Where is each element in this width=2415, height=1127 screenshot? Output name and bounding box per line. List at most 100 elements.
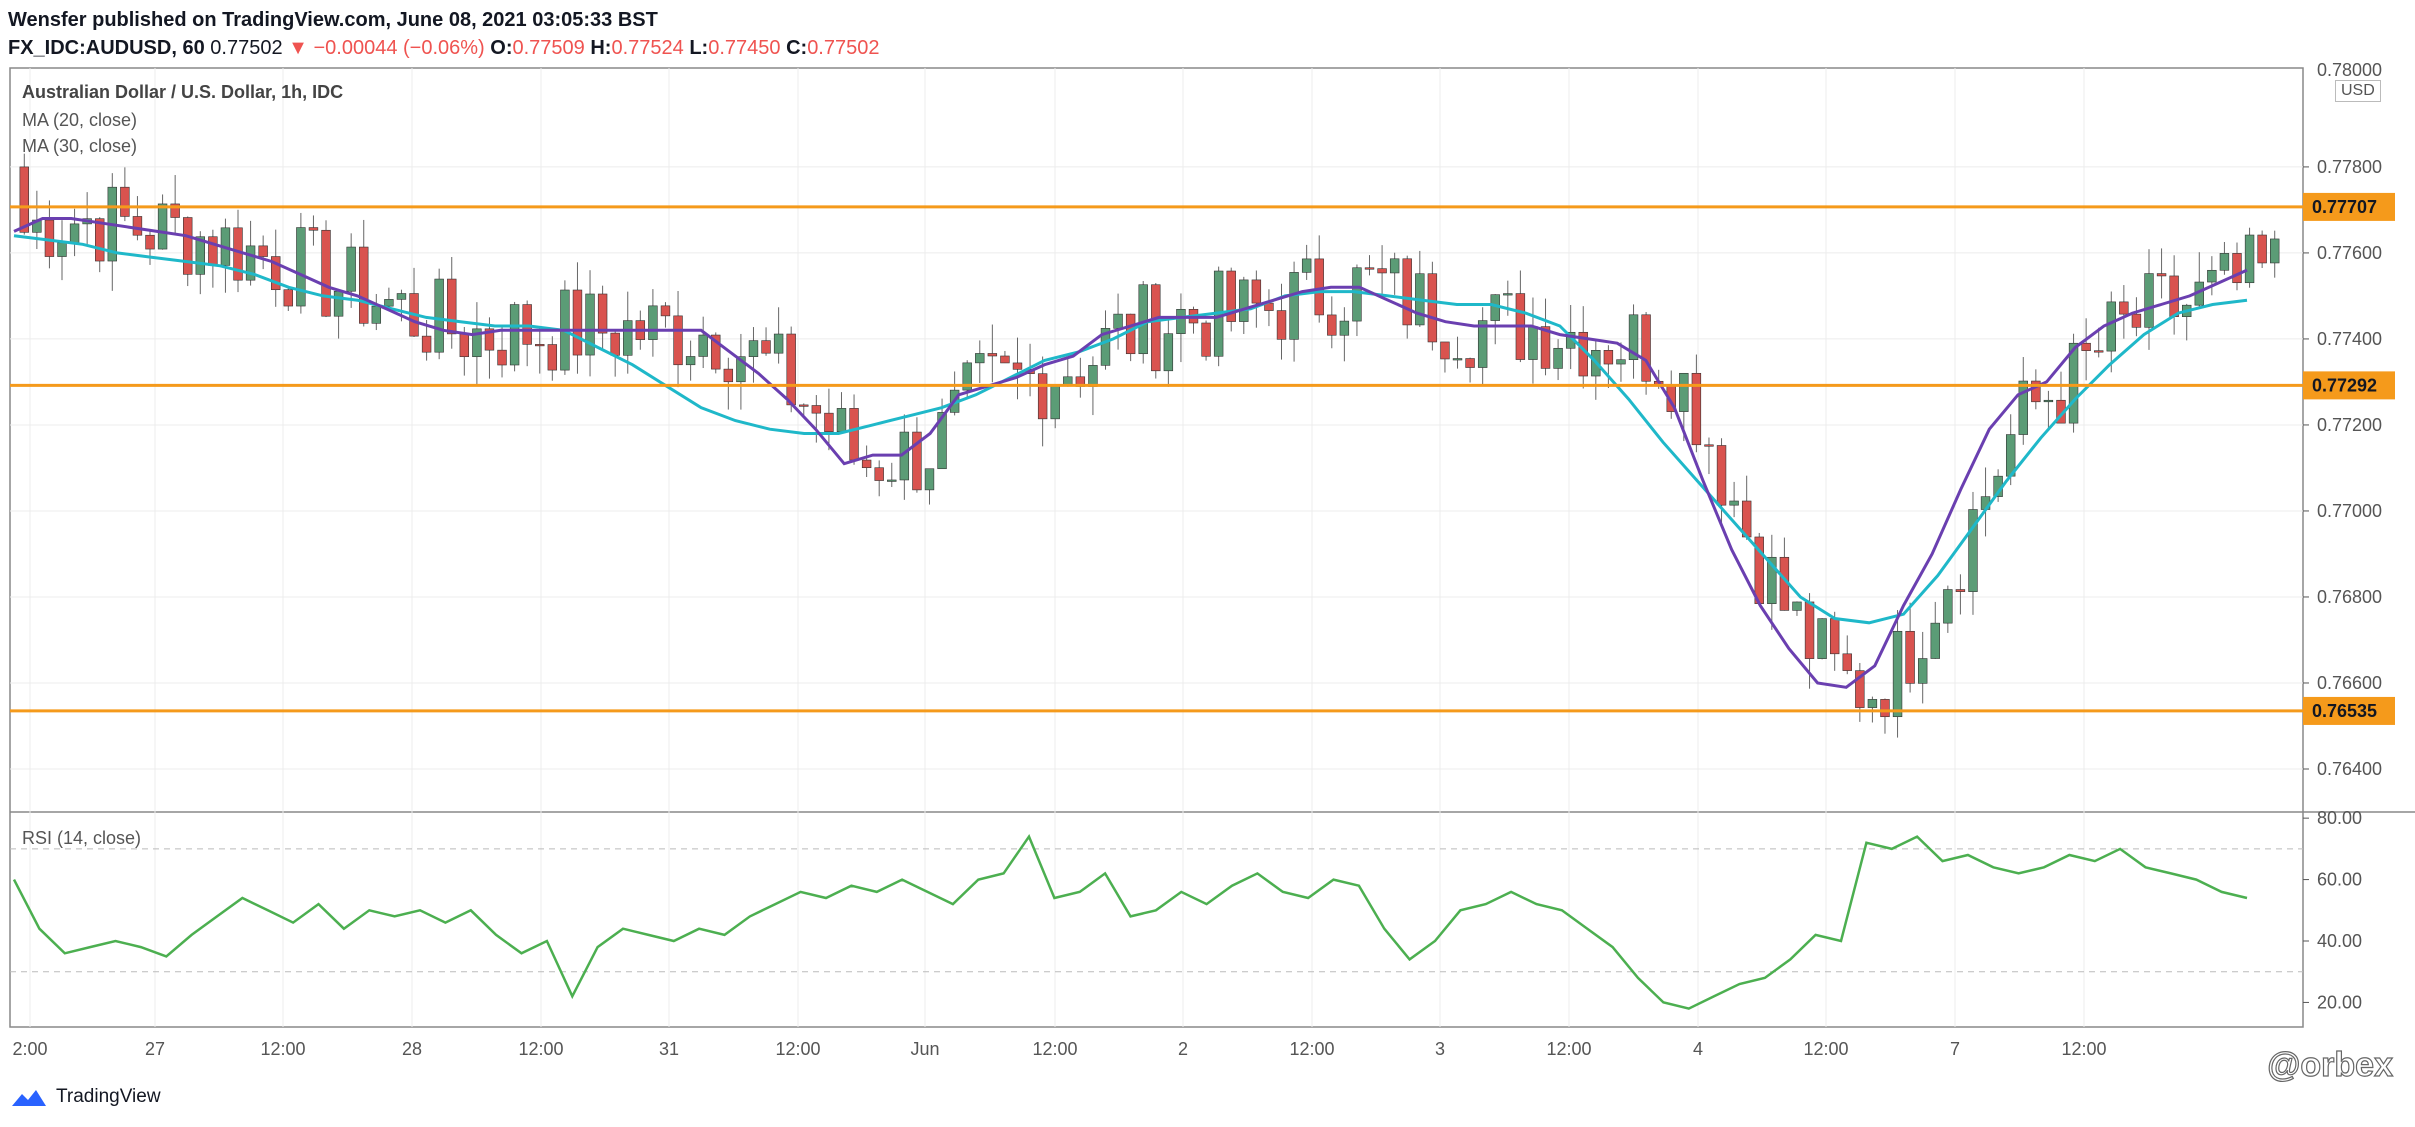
candle-body [924,468,935,491]
last-price: 0.77502 [210,37,283,59]
candle-body [1628,314,1639,360]
candle-body [1163,333,1174,372]
candle-body [1138,284,1148,355]
candle-body [2119,301,2129,315]
price-tick-label: 0.77800 [2317,157,2382,177]
candle-body [308,227,319,231]
tradingview-logo-icon [12,1090,46,1106]
candle-body [786,333,796,406]
time-tick-label: 12:00 [1032,1039,1077,1059]
candle-body [346,246,356,292]
tradingview-brand[interactable]: TradingView [10,1086,161,1108]
candle-body [1829,618,1840,655]
candle-body [2169,275,2179,317]
level-price-label: 0.76535 [2312,701,2377,721]
candle-body [208,236,218,266]
candle-body [359,246,369,324]
high-value: 0.77524 [611,37,684,59]
candle-body [1905,630,1915,684]
candle-body [1691,372,1702,446]
time-tick-label: 2 [1178,1039,1188,1059]
level-price-label: 0.77292 [2312,375,2377,395]
candle-body [321,229,331,317]
price-tick-label: 0.76400 [2317,759,2382,779]
candle-body [698,334,708,357]
time-tick-label: 12:00 [775,1039,820,1059]
candle-body [2232,253,2242,284]
candle-body [1553,347,1563,369]
candle-body [69,223,80,244]
candle-body [1817,618,1827,659]
level-price-label: 0.77707 [2312,197,2377,217]
rsi-line [12,833,2248,1010]
candle-body [57,242,67,257]
ma20-line [13,217,2248,689]
candle-body [509,304,520,366]
candle-body [1767,556,1777,604]
open-label: O: [490,37,513,59]
candle-body [2244,234,2255,284]
high-label: H: [590,37,612,59]
candle-body [371,305,382,324]
price-tick-label: 0.77000 [2317,501,2382,521]
time-tick-label: 4 [1693,1039,1703,1059]
time-tick-label: 12:00 [260,1039,305,1059]
candle-body [1100,328,1111,366]
candle-body [547,344,558,371]
candle-body [19,166,29,233]
ma20-legend: MA (20, close) [22,110,138,130]
candle-body [2081,342,2091,351]
candle-body [1704,444,1714,447]
candle-body [1352,267,1362,322]
candle-body [849,408,859,461]
candle-body [1603,350,1614,365]
candle-body [1943,589,1953,624]
candle-body [723,368,734,383]
candle-body [1842,653,1852,671]
candle-body [2068,342,2079,424]
candle-body [1000,355,1010,364]
publish-line: Wensfer published on TradingView.com, Ju… [8,9,658,31]
candle-body [145,234,155,250]
candle-body [1716,445,1727,506]
price-tick-label-top: 0.78000 [2317,60,2382,80]
chart-header: Wensfer published on TradingView.com, Ju… [8,6,879,62]
candle-body [384,299,394,307]
candle-body [597,293,608,334]
candle-body [1314,258,1324,316]
time-tick-label: 7 [1950,1039,1960,1059]
chart-title: Australian Dollar / U.S. Dollar, 1h, IDC [22,82,344,102]
candle-body [1867,699,1878,708]
candle-body [1050,384,1060,420]
candle-body [711,334,721,370]
candle-body [1892,630,1903,718]
time-tick-label: 12:00 [1546,1039,1591,1059]
candle-body [975,353,985,364]
candle-body [271,256,281,291]
time-tick-label: 12:00 [518,1039,563,1059]
candle-body [572,289,583,356]
candle-body [1037,373,1048,420]
candle-body [1125,313,1136,355]
low-label: L: [689,37,709,59]
price-tick-label: 0.77600 [2317,243,2382,263]
time-tick-label: Jun [910,1039,939,1059]
time-tick-label: 2:00 [12,1039,47,1059]
time-tick-label: 28 [402,1039,422,1059]
candle-body [887,479,897,482]
candle-body [748,340,759,357]
candle-body [1968,509,1978,592]
candle-body [962,362,972,391]
candle-body [2043,399,2054,403]
time-tick-label: 31 [659,1039,679,1059]
candle-body [660,305,671,317]
candle-body [1641,314,1651,382]
rsi-legend: RSI (14, close) [22,828,142,848]
candle-body [2270,238,2280,264]
candle-body [2257,234,2267,264]
candle-body [2031,380,2041,403]
rsi-tick-label: 40.00 [2317,931,2362,951]
candle-body [1465,358,1475,368]
candle-body [1289,272,1299,340]
